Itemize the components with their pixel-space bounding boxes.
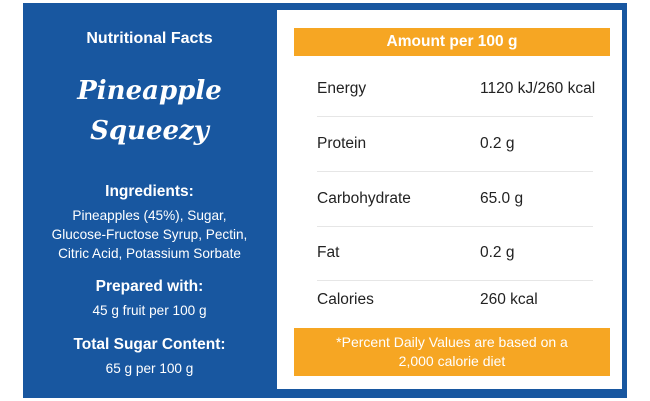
amount-header: Amount per 100 g	[294, 28, 610, 56]
nutrition-card: Nutritional Facts Pineapple Squeezy Ingr…	[23, 3, 627, 398]
table-row: Carbohydrate 65.0 g	[317, 172, 593, 227]
table-row: Protein 0.2 g	[317, 117, 593, 172]
footnote-line: *Percent Daily Values are based on a	[336, 334, 568, 350]
product-info-panel: Nutritional Facts Pineapple Squeezy Ingr…	[23, 3, 276, 398]
footnote-line: 2,000 calorie diet	[398, 353, 506, 369]
nutrient-name: Energy	[317, 80, 367, 97]
ingredients-text: Pineapples (45%), Sugar, Glucose-Fructos…	[23, 206, 276, 263]
nutrient-value: 0.2 g	[480, 135, 515, 152]
nutrition-table-panel: Amount per 100 g Energy 1120 kJ/260 kcal…	[277, 10, 622, 389]
nutrient-name: Calories	[317, 291, 374, 308]
sugar-heading: Total Sugar Content:	[73, 336, 226, 353]
nutrient-name: Fat	[317, 244, 340, 261]
table-row: Energy 1120 kJ/260 kcal	[317, 62, 596, 117]
prepared-heading: Prepared with:	[95, 278, 204, 295]
ingredients-line: Citric Acid, Potassium Sorbate	[58, 246, 241, 261]
nutrient-name: Protein	[317, 135, 367, 152]
product-name-line2: Squeezy	[90, 116, 209, 146]
product-name-line1: Pineapple	[77, 76, 222, 106]
ingredients-heading: Ingredients:	[105, 183, 194, 200]
nutrient-value: 65.0 g	[480, 190, 524, 207]
sugar-text: 65 g per 100 g	[105, 361, 194, 376]
panel-title: Nutritional Facts	[86, 30, 213, 47]
ingredients-line: Glucose-Fructose Syrup, Pectin,	[51, 227, 248, 242]
product-name: Pineapple Squeezy	[23, 71, 276, 151]
nutrient-value: 0.2 g	[480, 244, 515, 261]
nutrient-value: 1120 kJ/260 kcal	[480, 80, 596, 97]
footnote: *Percent Daily Values are based on a 2,0…	[294, 328, 610, 376]
table-row: Calories 260 kcal	[317, 273, 593, 327]
prepared-text: 45 g fruit per 100 g	[92, 303, 207, 318]
ingredients-line: Pineapples (45%), Sugar,	[72, 208, 227, 223]
nutrient-name: Carbohydrate	[317, 190, 411, 207]
nutrient-value: 260 kcal	[480, 291, 538, 308]
table-row: Fat 0.2 g	[317, 226, 593, 281]
